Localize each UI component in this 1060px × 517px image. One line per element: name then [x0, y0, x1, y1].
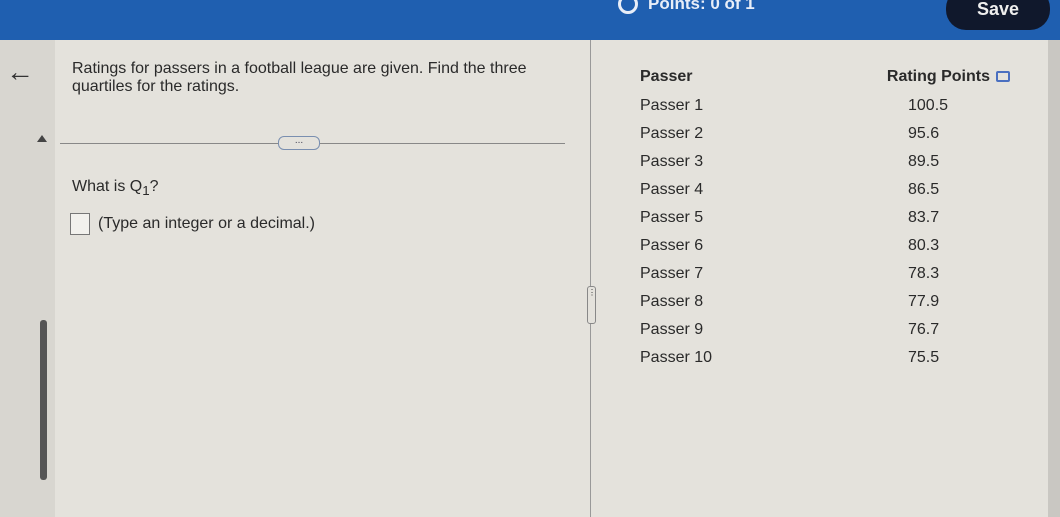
table-row: Passer 6 80.3	[640, 232, 1010, 260]
rating-value: 89.5	[908, 153, 940, 170]
passer-name: Passer 8	[640, 293, 704, 310]
panel-divider	[590, 40, 591, 517]
collapse-triangle-icon[interactable]	[37, 135, 47, 142]
table-row: Passer 10 75.5	[640, 344, 1010, 372]
points-status: Points: 0 of 1	[618, 0, 755, 14]
rating-value: 86.5	[908, 181, 940, 198]
top-bar: Points: 0 of 1 Save	[0, 0, 1060, 40]
rating-value: 78.3	[908, 265, 940, 282]
question-prompt: Ratings for passers in a football league…	[72, 60, 527, 95]
header-passer: Passer	[640, 68, 693, 85]
rating-value: 95.6	[908, 125, 940, 142]
table-row: Passer 7 78.3	[640, 260, 1010, 288]
rating-value: 76.7	[908, 321, 940, 338]
passer-name: Passer 2	[640, 125, 704, 142]
header-rating: Rating Points	[887, 68, 1010, 92]
table-row: Passer 5 83.7	[640, 204, 1010, 232]
ask-variable: Q	[129, 178, 143, 195]
passer-name: Passer 1	[640, 97, 704, 114]
ask-prefix: What is	[72, 178, 130, 195]
rating-value: 83.7	[908, 209, 940, 226]
save-button[interactable]: Save	[946, 0, 1050, 30]
table-row: Passer 8 77.9	[640, 288, 1010, 316]
passer-name: Passer 5	[640, 209, 704, 226]
passer-name: Passer 4	[640, 181, 704, 198]
expand-button[interactable]: ...	[278, 136, 320, 150]
header-rating-label: Rating Points	[886, 68, 990, 85]
passer-name: Passer 9	[640, 321, 704, 338]
resize-handle[interactable]: ⋮	[587, 286, 596, 324]
answer-input[interactable]	[70, 213, 90, 235]
passer-name: Passer 6	[640, 237, 704, 254]
passer-name: Passer 3	[640, 153, 704, 170]
table-row: Passer 9 76.7	[640, 316, 1010, 344]
table-header: Passer Rating Points	[640, 68, 1010, 92]
question-ask: What is Q1?	[72, 178, 159, 198]
right-scrollbar[interactable]	[1048, 40, 1060, 517]
table-row: Passer 1 100.5	[640, 92, 1010, 120]
table-row: Passer 3 89.5	[640, 148, 1010, 176]
progress-circle-icon	[618, 0, 638, 14]
back-arrow-icon[interactable]: ←	[6, 56, 34, 87]
copy-icon[interactable]	[996, 71, 1010, 83]
rating-value: 77.9	[908, 293, 940, 310]
rating-value: 100.5	[908, 97, 949, 114]
ask-subscript: 1	[142, 183, 150, 199]
left-scrollbar[interactable]	[40, 320, 47, 480]
rating-value: 75.5	[908, 349, 940, 366]
passer-name: Passer 10	[640, 349, 713, 366]
points-label: Points: 0 of 1	[648, 0, 755, 13]
passer-name: Passer 7	[640, 265, 704, 282]
rating-value: 80.3	[908, 237, 940, 254]
answer-hint: (Type an integer or a decimal.)	[98, 215, 315, 232]
ratings-table: Passer Rating Points Passer 1 100.5 Passer…	[640, 68, 1010, 372]
answer-row: (Type an integer or a decimal.)	[70, 213, 315, 235]
table-row: Passer 4 86.5	[640, 176, 1010, 204]
table-row: Passer 2 95.6	[640, 120, 1010, 148]
ask-suffix: ?	[149, 178, 159, 195]
